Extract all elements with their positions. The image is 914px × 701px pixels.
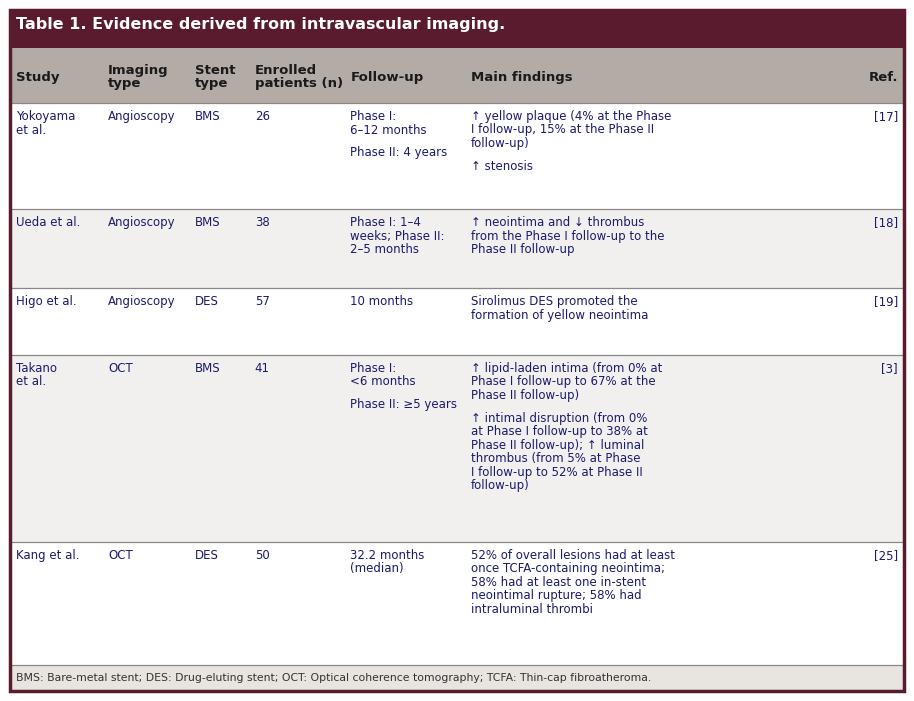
Text: Phase II follow-up); ↑ luminal: Phase II follow-up); ↑ luminal [471, 439, 644, 452]
Text: [18]: [18] [874, 217, 898, 229]
Text: Phase II follow-up): Phase II follow-up) [471, 389, 579, 402]
Text: [3]: [3] [881, 362, 898, 375]
Text: from the Phase I follow-up to the: from the Phase I follow-up to the [471, 230, 664, 243]
Text: Stent: Stent [195, 64, 235, 77]
Text: BMS: BMS [195, 110, 220, 123]
Text: Sirolimus DES promoted the: Sirolimus DES promoted the [471, 295, 638, 308]
Text: Table 1. Evidence derived from intravascular imaging.: Table 1. Evidence derived from intravasc… [16, 17, 505, 32]
Text: formation of yellow neointima: formation of yellow neointima [471, 308, 648, 322]
Text: 41: 41 [255, 362, 270, 375]
Text: [19]: [19] [874, 295, 898, 308]
Text: (median): (median) [350, 562, 404, 576]
Bar [10, 665, 904, 691]
Text: OCT: OCT [108, 549, 133, 562]
Text: 6–12 months: 6–12 months [350, 123, 427, 137]
Text: ↑ neointima and ↓ thrombus: ↑ neointima and ↓ thrombus [471, 217, 644, 229]
Text: Phase II: 4 years: Phase II: 4 years [350, 147, 448, 159]
Text: 38: 38 [255, 217, 270, 229]
Text: Ueda et al.: Ueda et al. [16, 217, 80, 229]
Text: Yokoyama: Yokoyama [16, 110, 75, 123]
Text: intraluminal thrombi: intraluminal thrombi [471, 603, 593, 616]
Text: I follow-up to 52% at Phase II: I follow-up to 52% at Phase II [471, 466, 643, 479]
Text: 52% of overall lesions had at least: 52% of overall lesions had at least [471, 549, 675, 562]
Text: ↑ intimal disruption (from 0%: ↑ intimal disruption (from 0% [471, 412, 647, 425]
Text: type: type [108, 78, 142, 90]
Text: BMS: BMS [195, 362, 220, 375]
Bar [10, 103, 904, 210]
Text: patients (n): patients (n) [255, 78, 343, 90]
Text: et al.: et al. [16, 376, 46, 388]
Text: thrombus (from 5% at Phase: thrombus (from 5% at Phase [471, 452, 641, 465]
Text: type: type [195, 78, 228, 90]
Text: Angioscopy: Angioscopy [108, 217, 175, 229]
Text: 10 months: 10 months [350, 295, 413, 308]
Text: Phase I:: Phase I: [350, 110, 397, 123]
Text: 26: 26 [255, 110, 270, 123]
Text: 32.2 months: 32.2 months [350, 549, 425, 562]
Text: Takano: Takano [16, 362, 57, 375]
Text: Phase I: 1–4: Phase I: 1–4 [350, 217, 421, 229]
Text: Enrolled: Enrolled [255, 64, 317, 77]
Text: once TCFA-containing neointima;: once TCFA-containing neointima; [471, 562, 665, 576]
Text: Phase I follow-up to 67% at the: Phase I follow-up to 67% at the [471, 376, 655, 388]
Text: at Phase I follow-up to 38% at: at Phase I follow-up to 38% at [471, 426, 648, 438]
Text: neointimal rupture; 58% had: neointimal rupture; 58% had [471, 590, 642, 602]
Text: [25]: [25] [874, 549, 898, 562]
Text: follow-up): follow-up) [471, 479, 530, 492]
Text: weeks; Phase II:: weeks; Phase II: [350, 230, 445, 243]
Text: [17]: [17] [874, 110, 898, 123]
Text: BMS: Bare-metal stent; DES: Drug-eluting stent; OCT: Optical coherence tomograph: BMS: Bare-metal stent; DES: Drug-eluting… [16, 673, 652, 683]
Text: Phase II: ≥5 years: Phase II: ≥5 years [350, 398, 457, 411]
Text: <6 months: <6 months [350, 376, 416, 388]
Text: I follow-up, 15% at the Phase II: I follow-up, 15% at the Phase II [471, 123, 654, 137]
Bar [10, 10, 904, 48]
Text: et al.: et al. [16, 123, 46, 137]
Text: 58% had at least one in-stent: 58% had at least one in-stent [471, 576, 646, 589]
Text: Angioscopy: Angioscopy [108, 295, 175, 308]
Text: follow-up): follow-up) [471, 137, 530, 150]
Text: Higo et al.: Higo et al. [16, 295, 77, 308]
Text: ↑ yellow plaque (4% at the Phase: ↑ yellow plaque (4% at the Phase [471, 110, 672, 123]
Bar [10, 542, 904, 665]
Bar [10, 210, 904, 288]
Text: Follow-up: Follow-up [350, 71, 423, 83]
Text: Phase I:: Phase I: [350, 362, 397, 375]
Text: DES: DES [195, 549, 218, 562]
Text: Imaging: Imaging [108, 64, 169, 77]
Text: Angioscopy: Angioscopy [108, 110, 175, 123]
Text: Main findings: Main findings [471, 71, 573, 83]
Text: ↑ lipid-laden intima (from 0% at: ↑ lipid-laden intima (from 0% at [471, 362, 663, 375]
Bar [10, 48, 904, 103]
Bar [10, 288, 904, 355]
Text: Study: Study [16, 71, 59, 83]
Text: OCT: OCT [108, 362, 133, 375]
Text: 2–5 months: 2–5 months [350, 243, 420, 257]
Text: 57: 57 [255, 295, 270, 308]
Text: ↑ stenosis: ↑ stenosis [471, 160, 533, 173]
Text: Phase II follow-up: Phase II follow-up [471, 243, 575, 257]
Text: DES: DES [195, 295, 218, 308]
Bar [10, 355, 904, 542]
Text: 50: 50 [255, 549, 270, 562]
Text: Kang et al.: Kang et al. [16, 549, 80, 562]
Text: BMS: BMS [195, 217, 220, 229]
Text: Ref.: Ref. [868, 71, 898, 83]
